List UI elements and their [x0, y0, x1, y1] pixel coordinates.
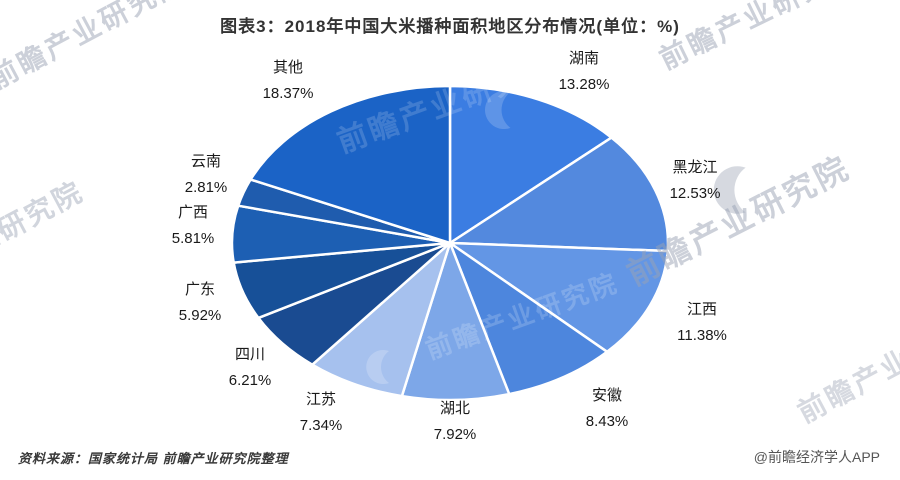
slice-percent: 5.81%	[171, 230, 215, 247]
slice-category: 广西	[177, 204, 209, 221]
pie-slice-6	[311, 241, 452, 398]
slice-category: 湖南	[568, 50, 599, 67]
slice-percent: 2.81%	[184, 179, 228, 196]
slice-label: 江苏 7.34%	[300, 387, 343, 439]
slice-category: 湖北	[439, 400, 471, 417]
slice-percent: 12.53%	[669, 185, 721, 202]
slice-category: 其他	[272, 59, 303, 76]
slice-percent: 6.21%	[228, 372, 272, 389]
slice-percent: 13.28%	[558, 76, 610, 93]
slice-category: 江苏	[305, 391, 337, 408]
slice-percent: 8.43%	[585, 413, 629, 430]
slice-label: 湖北 7.92%	[434, 396, 477, 448]
slice-category: 广东	[184, 281, 216, 298]
slice-category: 安徽	[591, 387, 623, 404]
slice-category: 黑龙江	[672, 159, 718, 176]
slice-label: 广东 5.92%	[179, 277, 222, 329]
slice-percent: 5.92%	[178, 307, 222, 324]
slice-category: 云南	[190, 153, 222, 170]
slice-percent: 11.38%	[677, 327, 727, 344]
slice-label: 四川 6.21%	[229, 342, 272, 394]
slice-category: 四川	[234, 346, 266, 363]
pie-slice-2	[448, 136, 670, 253]
slice-percent: 7.34%	[299, 417, 343, 434]
pie-slice-1	[448, 84, 613, 245]
pie-slice-4	[448, 241, 609, 396]
slice-label: 云南 2.81%	[185, 149, 228, 201]
slice-label: 湖南 13.28%	[559, 46, 610, 98]
slice-label: 江西 11.38%	[677, 297, 727, 349]
slice-label: 黑龙江 12.53%	[670, 155, 721, 207]
slice-percent: 18.37%	[262, 85, 314, 102]
slice-label: 其他 18.37%	[263, 55, 314, 107]
slice-label: 安徽 8.43%	[586, 383, 629, 435]
chart-title: 图表3：2018年中国大米播种面积地区分布情况(单位：%)	[220, 17, 680, 36]
slice-label: 广西 5.81%	[172, 200, 215, 252]
slice-percent: 7.92%	[433, 426, 477, 443]
pie-slice-11	[249, 84, 452, 245]
slice-category: 江西	[686, 301, 718, 318]
pie-slice-3	[448, 241, 669, 354]
source-note: 资料来源：国家统计局 前瞻产业研究院整理	[18, 451, 289, 466]
credit-note: @前瞻经济学人APP	[753, 449, 880, 465]
pie-slice-5	[400, 241, 511, 402]
